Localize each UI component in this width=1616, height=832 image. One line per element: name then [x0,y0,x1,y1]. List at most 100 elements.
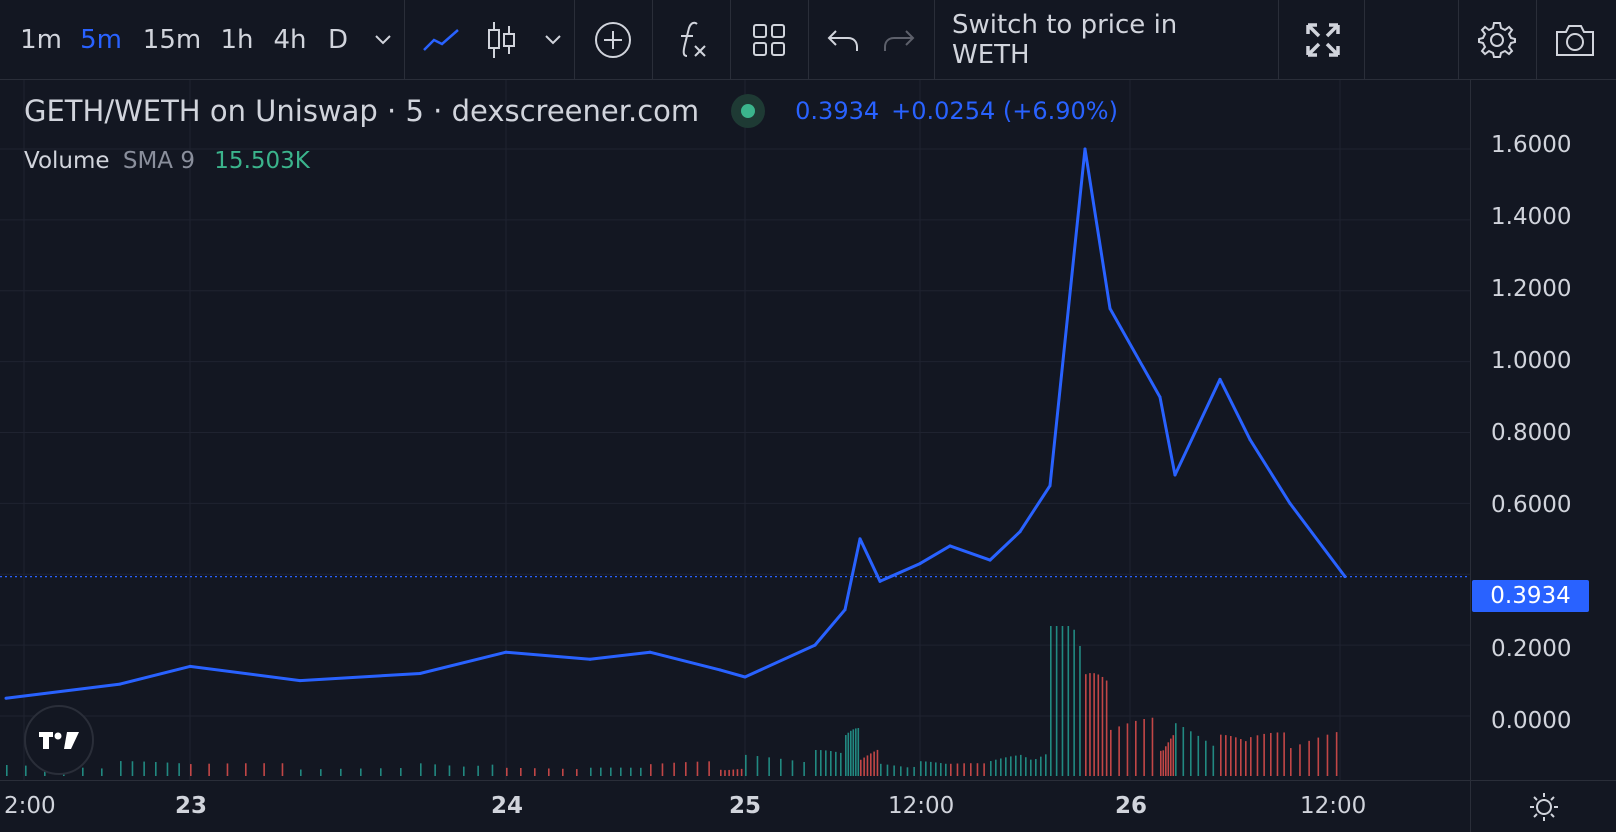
volume-bar [1225,735,1227,776]
volume-bar [1118,726,1120,776]
volume-bar [1101,676,1104,776]
price-axis[interactable]: 1.6000 1.4000 1.2000 1.0000 0.8000 0.600… [1470,80,1616,780]
undo-icon[interactable] [824,0,862,79]
symbol-title[interactable]: GETH/WETH on Uniswap · 5 · dexscreener.c… [24,94,700,128]
volume-bar [1079,645,1081,776]
price-point [418,671,422,675]
volume-bar [830,751,832,776]
interval-5m[interactable]: 5m [80,24,122,55]
volume-bar [534,768,536,776]
top-toolbar: 1m 5m 15m 1h 4h D Switch to price in WET… [0,0,1616,80]
volume-bar [866,755,869,776]
settings-gear-icon[interactable] [1474,0,1520,79]
volume-bar [930,761,932,776]
volume-bar [226,763,229,776]
interval-1m[interactable]: 1m [20,24,62,55]
volume-bar [935,762,937,776]
volume-bar [1220,734,1222,776]
chart-pane[interactable] [0,80,1470,780]
time-axis[interactable]: 2:00 23 24 25 12:00 26 12:00 [0,780,1470,832]
toolbar-divider [934,0,935,79]
price-point [1248,438,1252,442]
tradingview-logo-icon[interactable] [24,705,94,775]
price-chart-svg[interactable] [0,80,1470,780]
volume-bar [491,764,494,776]
volume-bar [1326,734,1329,776]
volume-bar [893,765,895,776]
volume-bar [1172,735,1175,776]
volume-bar [1270,732,1272,776]
interval-1h[interactable]: 1h [220,24,254,55]
volume-bar [620,767,622,776]
price-point [504,650,508,654]
volume-bar [143,761,145,776]
volume-bar [976,763,979,776]
volume-bar [745,754,747,776]
time-axis-settings-icon[interactable] [1528,791,1560,823]
indicators-fx-icon[interactable] [668,0,714,79]
interval-D[interactable]: D [327,24,349,55]
volume-bar [835,751,837,776]
price-tick: 1.6000 [1491,132,1572,158]
price-point [843,608,847,612]
volume-bar [1235,737,1237,776]
volume-bar [208,763,210,776]
volume-bar [873,751,875,776]
volume-bar [1256,735,1259,776]
toolbar-divider [1278,0,1279,79]
volume-bar [708,761,710,776]
switch-price-button[interactable]: Switch to price in WETH [952,9,1178,70]
volume-bar [520,767,522,776]
volume-bar [870,753,872,776]
price-point [948,544,952,548]
price-point [1018,530,1022,534]
toolbar-divider [404,0,405,79]
market-status-icon[interactable] [731,94,766,128]
toolbar-divider [652,0,653,79]
volume-bar [155,762,157,776]
volume-bar [852,729,855,776]
fullscreen-icon[interactable] [1300,0,1346,79]
volume-bar [300,769,302,776]
volume-bar [1335,732,1338,776]
price-tick: 0.2000 [1491,636,1572,662]
volume-bar [610,767,612,776]
volume-bar [1093,673,1095,776]
volume-bar [25,765,27,776]
volume-bar [340,768,342,776]
time-tick: 26 [1115,793,1148,819]
volume-bar [1283,732,1285,776]
time-tick: 23 [175,793,208,819]
interval-dropdown-icon[interactable] [370,0,396,79]
volume-bar [380,768,382,776]
volume-bar [906,767,909,776]
screenshot-camera-icon[interactable] [1552,0,1598,79]
layout-grid-icon[interactable] [746,0,792,79]
volume-bar [1250,737,1252,776]
volume-bar [1126,723,1129,776]
volume-bar [1085,674,1087,776]
volume-bar [1175,723,1177,776]
candlestick-chart-icon[interactable] [484,0,518,79]
volume-bar [1035,759,1037,776]
interval-4h[interactable]: 4h [273,24,307,55]
price-line [5,147,1347,700]
interval-15m[interactable]: 15m [142,24,202,55]
chart-type-dropdown-icon[interactable] [540,0,566,79]
volume-bar [562,768,564,776]
volume-bar [673,762,675,776]
volume-bar [6,765,8,776]
volume-bar [860,759,862,776]
volume-bar [477,765,479,776]
volume-bar [1040,756,1042,776]
volume-bar [913,766,915,776]
redo-icon[interactable] [880,0,918,79]
add-indicator-icon[interactable] [590,0,636,79]
line-chart-icon[interactable] [420,0,464,79]
time-tick: 12:00 [888,793,955,819]
toolbar-divider [730,0,731,79]
price-point [1048,484,1052,488]
price-point [813,643,817,647]
volume-bar [963,763,965,776]
axis-corner[interactable] [1470,780,1616,832]
